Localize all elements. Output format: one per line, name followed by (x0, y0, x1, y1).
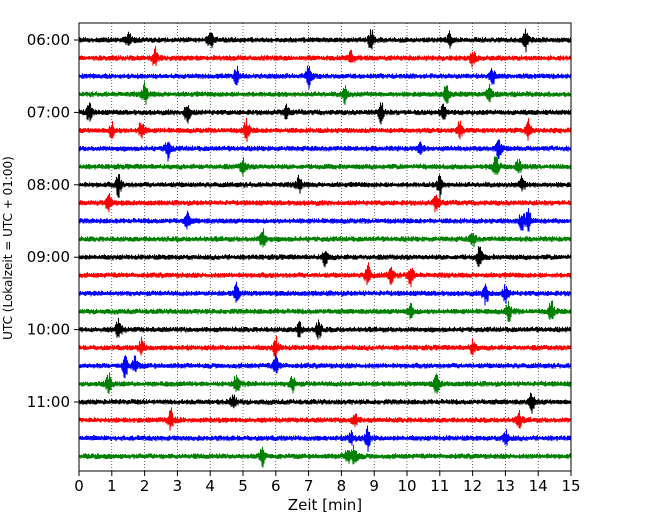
x-tick-label: 9 (369, 477, 379, 495)
traces (78, 28, 572, 468)
trace-0745 (78, 156, 572, 177)
trace-0630 (78, 65, 572, 90)
y-axis-label: UTC (Lokalzeit = UTC + 01:00) (1, 156, 15, 340)
trace-0730 (78, 139, 572, 162)
trace-1130 (78, 425, 572, 452)
trace-1145 (78, 445, 572, 468)
x-tick-label: 8 (337, 477, 347, 495)
trace-1015 (78, 335, 572, 360)
plot-background (79, 23, 571, 471)
x-tick-label: 1 (107, 477, 117, 495)
x-axis-label: Zeit [min] (288, 496, 362, 514)
trace-0615 (78, 46, 572, 68)
trace-0645 (78, 81, 572, 106)
y-axis: 06:00 07:00 08:00 09:00 10:00 11:00 (27, 31, 79, 411)
x-axis: 0 1 2 3 4 5 6 7 8 9 10 11 12 13 14 15 (74, 471, 581, 495)
plot-frame (78, 22, 572, 472)
x-tick-label: 15 (561, 477, 580, 495)
trace-1045 (78, 372, 572, 395)
y-tick-label: 10:00 (27, 321, 70, 339)
x-tick-label: 3 (173, 477, 183, 495)
y-tick-label: 09:00 (27, 248, 70, 266)
trace-0800 (78, 174, 572, 199)
trace-0945 (78, 300, 572, 322)
trace-0815 (78, 193, 572, 213)
trace-0715 (78, 117, 572, 143)
trace-0915 (78, 262, 572, 287)
x-tick-label: 5 (238, 477, 248, 495)
trace-0930 (78, 281, 572, 306)
x-tick-label: 10 (397, 477, 416, 495)
trace-0845 (78, 228, 572, 248)
y-tick-label: 11:00 (27, 393, 70, 411)
x-tick-label: 0 (74, 477, 84, 495)
x-tick-label: 6 (271, 477, 281, 495)
trace-1000 (78, 317, 572, 340)
trace-0900 (78, 246, 572, 268)
x-tick-label: 12 (463, 477, 482, 495)
x-tick-label: 14 (529, 477, 548, 495)
trace-1115 (78, 407, 572, 431)
trace-1100 (78, 392, 572, 414)
trace-0700 (78, 102, 572, 125)
trace-0830 (78, 208, 572, 232)
x-tick-label: 13 (496, 477, 515, 495)
x-tick-label: 11 (430, 477, 449, 495)
x-tick-label: 4 (205, 477, 215, 495)
y-tick-label: 07:00 (27, 103, 70, 121)
y-tick-label: 06:00 (27, 31, 70, 49)
trace-1030 (78, 353, 572, 379)
y-tick-label: 08:00 (27, 176, 70, 194)
x-tick-label: 2 (140, 477, 150, 495)
x-tick-label: 7 (304, 477, 314, 495)
trace-0600 (78, 28, 572, 53)
